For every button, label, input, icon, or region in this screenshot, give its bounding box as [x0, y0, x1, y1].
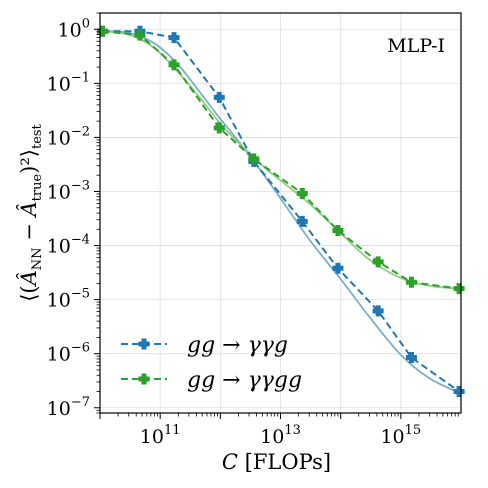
legend: gg → γγg gg → γγgg: [121, 333, 302, 393]
series-line: [102, 30, 460, 393]
data-point: [332, 224, 344, 236]
data-point: [453, 283, 465, 295]
legend-marker: [138, 338, 150, 350]
y-tick-label: 10−7: [47, 395, 90, 420]
series-line: [102, 30, 460, 290]
x-tick-label: 1015: [380, 423, 421, 448]
y-tick-label: 10−4: [47, 233, 90, 258]
legend-marker: [138, 373, 150, 385]
legend-label: gg → γγg: [187, 333, 288, 358]
data-point: [453, 385, 465, 397]
data-point: [372, 256, 384, 268]
data-point: [372, 305, 384, 317]
y-tick-label: 10−3: [47, 178, 90, 203]
data-point: [134, 29, 146, 41]
data-point: [296, 215, 308, 227]
data-point: [213, 91, 225, 103]
data-point: [213, 122, 225, 134]
x-tick-label: 1011: [140, 423, 181, 448]
data-point: [405, 276, 417, 288]
chart-annotation: MLP-I: [387, 35, 445, 57]
data-series: [96, 25, 465, 397]
data-point: [296, 187, 308, 199]
data-point: [332, 262, 344, 274]
ticks: 1011 1013 1015 100 10−1 10−2 10−3 10−4 10−5 10−6 1…: [47, 12, 459, 448]
data-point: [405, 352, 417, 364]
y-tick-label: 10−5: [47, 287, 90, 312]
svg-text:⟨(ÂNN − Âtrue)²⟩test: ⟨(ÂNN − Âtrue)²⟩test: [17, 123, 45, 301]
y-tick-label: 10−6: [47, 341, 90, 366]
data-point: [248, 153, 260, 165]
y-tick-label: 10−2: [47, 124, 90, 149]
y-tick-label: 10−1: [47, 70, 90, 95]
y-tick-label: 100: [58, 16, 90, 41]
x-axis-label: C [FLOPs]: [222, 450, 331, 474]
data-point: [168, 32, 180, 44]
x-tick-label: 1013: [260, 423, 301, 448]
y-axis-label: ⟨(ÂNN − Âtrue)²⟩test: [17, 123, 45, 301]
data-point: [168, 59, 180, 71]
legend-label: gg → γγgg: [187, 368, 302, 393]
